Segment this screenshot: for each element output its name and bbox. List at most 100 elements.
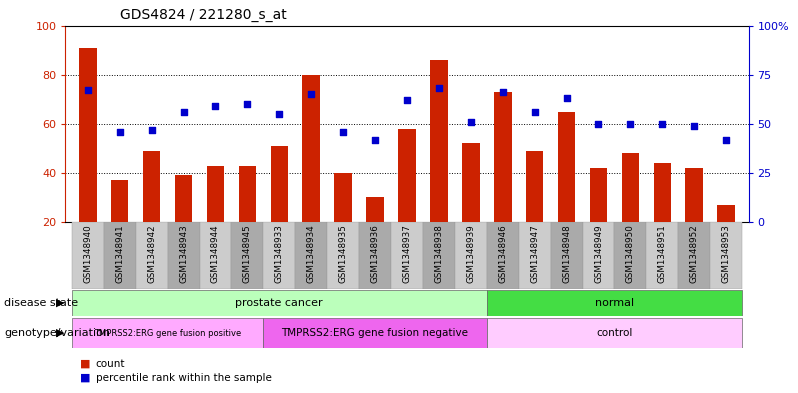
- Point: [81, 87, 94, 94]
- Bar: [398, 129, 416, 222]
- Point: [688, 123, 701, 129]
- Bar: [526, 151, 543, 222]
- Point: [113, 129, 126, 135]
- Bar: [710, 222, 742, 289]
- Point: [177, 109, 190, 115]
- Bar: [590, 168, 607, 222]
- Bar: [302, 75, 320, 222]
- Bar: [136, 222, 168, 289]
- Text: ■: ■: [80, 358, 90, 369]
- Text: GSM1348952: GSM1348952: [689, 224, 699, 283]
- Bar: [263, 222, 295, 289]
- Bar: [207, 165, 224, 222]
- Bar: [271, 146, 288, 222]
- Text: GSM1348947: GSM1348947: [530, 224, 539, 283]
- Bar: [231, 222, 263, 289]
- Bar: [143, 151, 160, 222]
- Bar: [175, 175, 192, 222]
- Text: GSM1348948: GSM1348948: [562, 224, 571, 283]
- Bar: [423, 222, 455, 289]
- Bar: [622, 153, 639, 222]
- Point: [592, 121, 605, 127]
- Text: prostate cancer: prostate cancer: [235, 298, 323, 308]
- Bar: [654, 163, 671, 222]
- Text: GSM1348946: GSM1348946: [498, 224, 508, 283]
- Bar: [487, 222, 519, 289]
- Bar: [551, 222, 583, 289]
- Bar: [111, 180, 128, 222]
- Bar: [685, 168, 703, 222]
- Bar: [614, 222, 646, 289]
- Bar: [583, 222, 614, 289]
- Text: GSM1348941: GSM1348941: [115, 224, 124, 283]
- Point: [241, 101, 254, 107]
- Text: ▶: ▶: [56, 328, 64, 338]
- Text: normal: normal: [595, 298, 634, 308]
- Bar: [239, 165, 256, 222]
- Point: [720, 136, 733, 143]
- Point: [145, 127, 158, 133]
- Bar: [487, 290, 742, 316]
- Point: [528, 109, 541, 115]
- Point: [624, 121, 637, 127]
- Bar: [455, 222, 487, 289]
- Point: [273, 111, 286, 117]
- Bar: [295, 222, 327, 289]
- Point: [560, 95, 573, 101]
- Point: [496, 89, 509, 95]
- Bar: [646, 222, 678, 289]
- Point: [656, 121, 669, 127]
- Bar: [79, 48, 97, 222]
- Text: GSM1348942: GSM1348942: [147, 224, 156, 283]
- Bar: [104, 222, 136, 289]
- Point: [401, 97, 413, 103]
- Bar: [391, 222, 423, 289]
- Bar: [359, 222, 391, 289]
- Text: GSM1348935: GSM1348935: [338, 224, 348, 283]
- Point: [209, 103, 222, 109]
- Point: [369, 136, 381, 143]
- Text: disease state: disease state: [4, 298, 78, 308]
- Text: GDS4824 / 221280_s_at: GDS4824 / 221280_s_at: [120, 8, 286, 22]
- Bar: [263, 318, 487, 348]
- Text: GSM1348938: GSM1348938: [434, 224, 444, 283]
- Text: GSM1348943: GSM1348943: [179, 224, 188, 283]
- Bar: [72, 290, 487, 316]
- Bar: [494, 92, 512, 222]
- Bar: [334, 173, 352, 222]
- Text: genotype/variation: genotype/variation: [4, 328, 110, 338]
- Text: ▶: ▶: [56, 298, 64, 308]
- Bar: [168, 222, 200, 289]
- Bar: [519, 222, 551, 289]
- Text: GSM1348939: GSM1348939: [466, 224, 476, 283]
- Bar: [430, 60, 448, 222]
- Bar: [558, 112, 575, 222]
- Bar: [327, 222, 359, 289]
- Text: GSM1348940: GSM1348940: [83, 224, 93, 283]
- Text: TMPRSS2:ERG gene fusion negative: TMPRSS2:ERG gene fusion negative: [282, 328, 468, 338]
- Bar: [678, 222, 710, 289]
- Text: GSM1348953: GSM1348953: [721, 224, 731, 283]
- Point: [305, 91, 318, 97]
- Text: GSM1348945: GSM1348945: [243, 224, 252, 283]
- Point: [337, 129, 350, 135]
- Text: GSM1348944: GSM1348944: [211, 224, 220, 283]
- Text: GSM1348934: GSM1348934: [306, 224, 316, 283]
- Text: count: count: [96, 358, 125, 369]
- Text: GSM1348951: GSM1348951: [658, 224, 667, 283]
- Text: percentile rank within the sample: percentile rank within the sample: [96, 373, 271, 383]
- Point: [433, 85, 445, 92]
- Text: TMPRSS2:ERG gene fusion positive: TMPRSS2:ERG gene fusion positive: [94, 329, 241, 338]
- Bar: [487, 318, 742, 348]
- Text: control: control: [596, 328, 633, 338]
- Text: GSM1348950: GSM1348950: [626, 224, 635, 283]
- Text: GSM1348937: GSM1348937: [402, 224, 412, 283]
- Text: GSM1348936: GSM1348936: [370, 224, 380, 283]
- Text: ■: ■: [80, 373, 90, 383]
- Point: [464, 119, 477, 125]
- Bar: [72, 318, 263, 348]
- Bar: [200, 222, 231, 289]
- Bar: [462, 143, 480, 222]
- Bar: [72, 222, 104, 289]
- Bar: [717, 205, 735, 222]
